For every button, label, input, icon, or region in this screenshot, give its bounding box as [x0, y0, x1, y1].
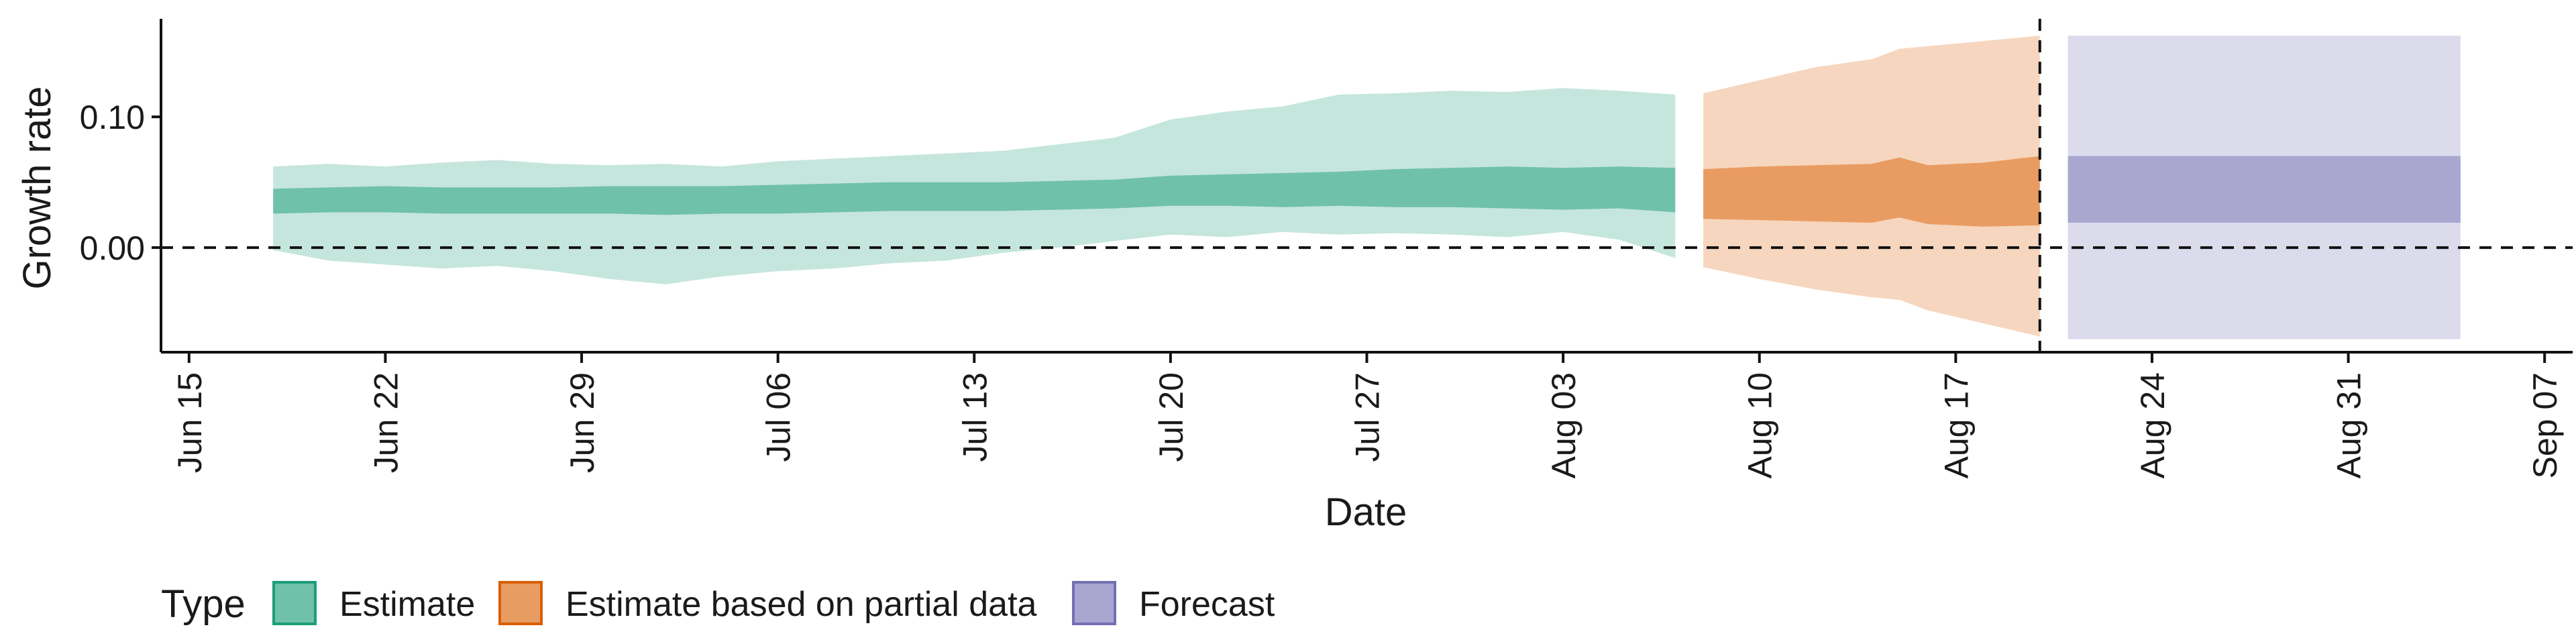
x-tick-label-12: Sep 07	[2526, 372, 2564, 478]
legend: Type Estimate Estimate based on partial d…	[161, 581, 1275, 626]
x-tick-label-9: Aug 17	[1937, 372, 1975, 478]
y-axis-label: Growth rate	[15, 87, 59, 290]
legend-key-2	[1072, 581, 1116, 625]
series-1-central-band	[1703, 156, 2040, 227]
x-tick-label-8: Aug 10	[1741, 372, 1779, 478]
x-tick-label-7: Aug 03	[1545, 372, 1582, 478]
legend-label-1: Estimate based on partial data	[566, 585, 1037, 624]
x-tick-label-0: Jun 15	[171, 372, 209, 473]
x-tick-label-1: Jun 22	[367, 372, 405, 473]
x-axis-label: Date	[1325, 490, 1407, 534]
x-tick-label-11: Aug 31	[2330, 372, 2368, 478]
legend-key-1	[498, 581, 543, 625]
reference-lines	[161, 19, 2573, 352]
legend-label-0: Estimate	[339, 585, 475, 624]
series-2-central-band	[2068, 156, 2461, 223]
legend-title: Type	[161, 582, 246, 626]
x-tick-label-6: Jul 27	[1349, 372, 1387, 462]
x-tick-label-4: Jul 13	[956, 372, 994, 462]
axes: 0.00 0.10 Jun 15 Jun 22 Jun 29 Jul 06 Jul 13 Ju…	[80, 19, 2573, 478]
series-0-central-band	[273, 166, 1676, 215]
legend-key-0	[272, 581, 317, 625]
x-tick-label-2: Jun 29	[564, 372, 601, 473]
y-tick-label-0: 0.00	[80, 229, 145, 267]
y-tick-label-1: 0.10	[80, 99, 145, 136]
legend-label-2: Forecast	[1139, 585, 1275, 624]
plot-bands	[273, 36, 2461, 339]
x-tick-label-10: Aug 24	[2134, 372, 2171, 478]
x-tick-label-5: Jul 20	[1152, 372, 1190, 462]
x-tick-label-3: Jul 06	[760, 372, 798, 462]
